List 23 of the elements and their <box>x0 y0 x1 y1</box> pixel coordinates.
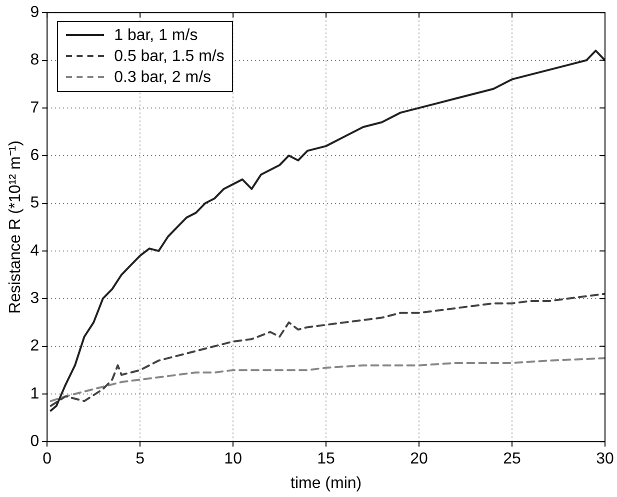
y-axis-title: Resistance R (*10¹² m⁻¹) <box>7 140 24 314</box>
x-tick-label: 15 <box>317 450 336 468</box>
legend-label: 1 bar, 1 m/s <box>114 26 198 46</box>
y-tick-label: 4 <box>30 242 40 260</box>
x-tick-label: 20 <box>410 450 428 468</box>
y-tick-label: 1 <box>30 385 40 402</box>
x-tick-label: 10 <box>224 450 242 468</box>
legend-label: 0.5 bar, 1.5 m/s <box>114 46 224 67</box>
legend-label: 0.3 bar, 2 m/s <box>114 68 212 88</box>
y-tick-label: 0 <box>30 433 40 450</box>
y-tick-label: 5 <box>30 194 40 212</box>
line-series <box>50 292 605 407</box>
x-tick-label: 0 <box>42 450 52 468</box>
y-tick-label: 3 <box>30 290 40 308</box>
y-tick-label: 9 <box>30 4 40 22</box>
y-tick-label: 6 <box>30 147 40 164</box>
y-tick-label: 2 <box>30 338 40 355</box>
x-axis-title: time (min) <box>290 474 362 492</box>
x-tick-label: 30 <box>596 450 614 468</box>
y-tick-label: 8 <box>30 52 40 69</box>
y-tick-label: 7 <box>30 99 40 116</box>
x-tick-label: 25 <box>503 450 522 468</box>
x-tick-label: 5 <box>136 450 145 468</box>
